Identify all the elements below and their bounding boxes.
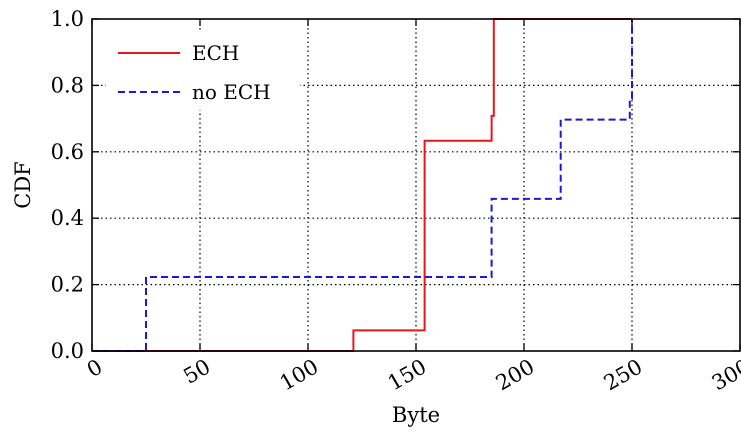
series-line-ech <box>92 18 632 352</box>
legend-label-ech: ECH <box>192 41 239 65</box>
legend: ECH no ECH <box>106 30 300 110</box>
x-tick-label: 250 <box>600 355 647 396</box>
y-tick-label: 0.0 <box>51 339 84 363</box>
legend-box <box>106 30 300 110</box>
x-tick-label: 0 <box>83 355 107 382</box>
y-tick-label: 1.0 <box>51 7 84 31</box>
series-line-no-ech <box>92 19 633 352</box>
x-tick-label: 50 <box>179 355 214 389</box>
x-tick-label: 100 <box>276 355 323 396</box>
y-tick-label: 0.2 <box>51 273 84 297</box>
ticks <box>91 18 741 352</box>
y-tick-label: 0.6 <box>51 140 84 164</box>
series-layer <box>92 18 633 352</box>
x-tick-label: 300 <box>708 355 741 396</box>
y-tick-label: 0.8 <box>51 73 84 97</box>
x-axis-title: Byte <box>392 403 440 427</box>
legend-label-no-ech: no ECH <box>192 80 271 104</box>
y-tick-label: 0.4 <box>51 206 84 230</box>
x-tick-label: 150 <box>384 355 431 396</box>
x-tick-label: 200 <box>492 355 539 396</box>
y-axis-title: CDF <box>11 161 35 208</box>
